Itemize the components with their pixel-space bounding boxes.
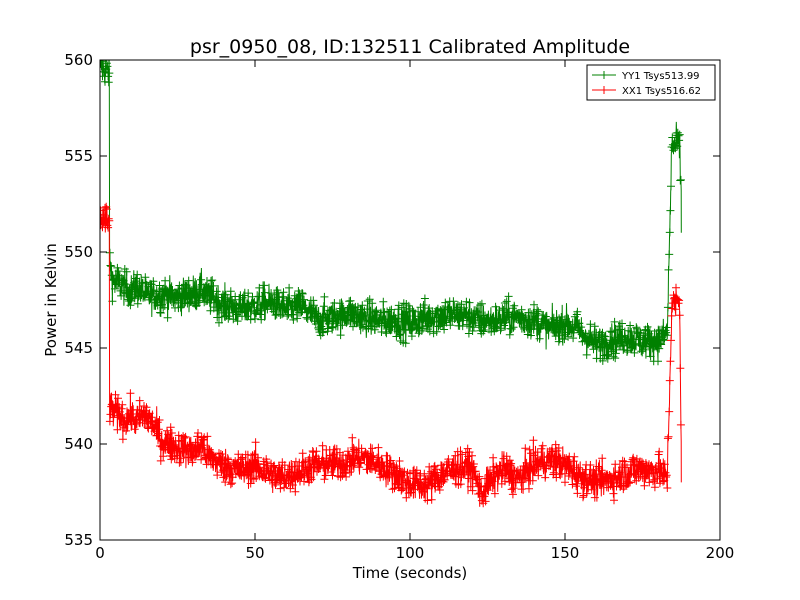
legend-label: YY1 Tsys513.99: [621, 71, 700, 82]
series-yy1: [100, 60, 685, 366]
y-tick-label: 555: [64, 147, 93, 165]
y-tick-label: 560: [64, 51, 93, 69]
x-axis-label: Time (seconds): [352, 564, 468, 582]
x-tick-label: 150: [551, 544, 580, 562]
y-tick-label: 535: [64, 531, 93, 549]
y-tick-label: 550: [64, 243, 93, 261]
y-tick-label: 545: [64, 339, 93, 357]
legend-swatch-marker: [600, 71, 608, 79]
y-axis: 535 540 545 550 555 560: [64, 51, 720, 549]
series-markers: [100, 60, 685, 366]
x-axis: 0 50 100 150 200: [95, 60, 734, 562]
x-tick-label: 50: [245, 544, 264, 562]
series-xx1: [100, 202, 685, 508]
legend-frame: [586, 64, 716, 101]
x-tick-label: 100: [396, 544, 425, 562]
legend-entry: XX1 Tsys516.62: [592, 86, 701, 97]
x-tick-label: 200: [706, 544, 735, 562]
y-tick-label: 540: [64, 435, 93, 453]
legend-label: XX1 Tsys516.62: [622, 86, 701, 97]
legend-entry: YY1 Tsys513.99: [592, 71, 700, 82]
x-tick-label: 0: [95, 544, 105, 562]
chart-title: psr_0950_08, ID:132511 Calibrated Amplit…: [190, 36, 630, 58]
legend: YY1 Tsys513.99 XX1 Tsys516.62: [586, 64, 716, 101]
series-layer: [100, 60, 685, 508]
legend-swatch-marker: [600, 86, 608, 94]
y-axis-label: Power in Kelvin: [42, 243, 60, 357]
series-markers: [100, 202, 685, 508]
